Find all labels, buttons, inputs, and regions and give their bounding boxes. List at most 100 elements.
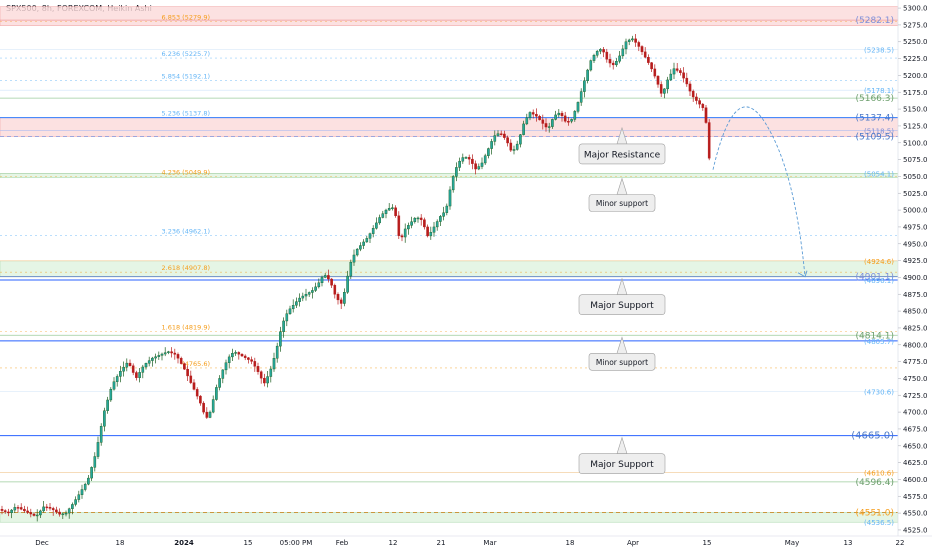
candle-body (51, 508, 55, 511)
price-tick-label: 5275.0 (903, 21, 928, 29)
fib-level-label: 5.236 (5137.8) (162, 109, 211, 117)
price-tick-label: 5150.0 (903, 106, 928, 114)
candle-body (576, 102, 580, 112)
candle-body (106, 399, 109, 411)
candle-body (435, 221, 439, 228)
candle-body (243, 355, 247, 358)
level-price-label: (5109.5) (855, 132, 894, 142)
candle-body (669, 73, 673, 81)
zone-band (0, 6, 899, 26)
price-tick-label: 4800.0 (903, 341, 928, 349)
candle-body (247, 357, 250, 360)
candle-body (205, 411, 209, 418)
candle-body (179, 358, 183, 364)
candle-body (154, 356, 157, 359)
candle-body (115, 376, 119, 382)
candle-body (624, 41, 628, 50)
candle-body (384, 209, 388, 214)
candle-body (685, 77, 689, 85)
candle-body (471, 158, 474, 164)
time-tick-label: 13 (844, 539, 853, 547)
candle-body (90, 467, 93, 479)
level-price-label: (4896.1) (864, 277, 894, 285)
candle-body (64, 512, 68, 515)
fib-level-label: 3.236 (4962.1) (162, 228, 211, 236)
candle-body (592, 55, 596, 61)
candle-body (378, 217, 381, 224)
candle-body (631, 38, 634, 41)
level-price-label: (4814.1) (855, 331, 894, 341)
candle-body (608, 59, 612, 64)
price-tick-label: 5125.0 (903, 122, 928, 130)
candle-body (365, 238, 369, 243)
candle-body (71, 504, 74, 509)
level-price-label: (4924.6) (864, 258, 894, 266)
candle-body (29, 512, 33, 515)
candle-body (567, 121, 570, 123)
price-tick-label: 5200.0 (903, 72, 928, 80)
candle-body (586, 69, 589, 82)
candle-body (173, 352, 177, 355)
candle-body (423, 219, 426, 228)
candle-body (445, 205, 449, 213)
candle-body (237, 352, 241, 355)
candle-body (477, 166, 481, 170)
candle-body (544, 123, 548, 128)
candle-body (701, 103, 705, 108)
price-tick-label: 5225.0 (903, 55, 928, 63)
callout-box (578, 143, 666, 165)
candle-body (93, 456, 97, 468)
level-price-label: (4610.6) (864, 469, 894, 477)
candle-body (330, 278, 333, 286)
candle-body (263, 377, 266, 384)
candle-body (442, 212, 445, 217)
candle-body (291, 305, 295, 310)
candle-body (170, 351, 173, 354)
price-tick-label: 4875.0 (903, 291, 928, 299)
price-tick-label: 4675.0 (903, 425, 928, 433)
candle-body (317, 282, 321, 288)
callout-label: Major Support (590, 301, 654, 311)
candle-body (307, 292, 311, 295)
candle-body (195, 389, 199, 397)
candle-body (16, 507, 20, 509)
candle-body (19, 507, 23, 510)
candle-body (483, 155, 487, 164)
candle-body (167, 351, 170, 353)
price-tick-label: 5175.0 (903, 89, 928, 97)
candle-body (691, 90, 695, 98)
candle-body (579, 91, 583, 103)
candle-body (314, 286, 317, 291)
time-tick-label: Apr (627, 539, 639, 547)
candle-body (135, 372, 138, 378)
candle-body (157, 355, 161, 357)
candle-body (301, 295, 305, 299)
candle-body (3, 510, 7, 513)
candle-body (512, 149, 516, 151)
candle-body (410, 221, 413, 226)
price-tick-label: 5075.0 (903, 156, 928, 164)
callout-box (578, 453, 666, 474)
candle-body (221, 369, 225, 379)
fib-level-label: 6.853 (5279.9) (162, 14, 211, 22)
candle-body (371, 228, 375, 234)
time-tick-label: May (785, 539, 799, 547)
candle-body (327, 275, 330, 280)
candle-body (45, 506, 49, 509)
candle-body (439, 216, 442, 222)
candle-body (285, 313, 289, 322)
candle-body (563, 115, 567, 122)
candle-body (515, 143, 519, 150)
candle-body (109, 389, 113, 401)
zone-band (0, 512, 899, 523)
time-tick-label: 21 (437, 539, 446, 547)
price-tick-label: 4825.0 (903, 324, 928, 332)
time-tick-label: 15 (244, 539, 253, 547)
callout-box (588, 194, 656, 212)
candle-body (186, 368, 189, 377)
candle-body (298, 297, 301, 302)
price-tick-label: 4625.0 (903, 459, 928, 467)
candle-body (525, 117, 529, 125)
candle-body (570, 119, 573, 122)
